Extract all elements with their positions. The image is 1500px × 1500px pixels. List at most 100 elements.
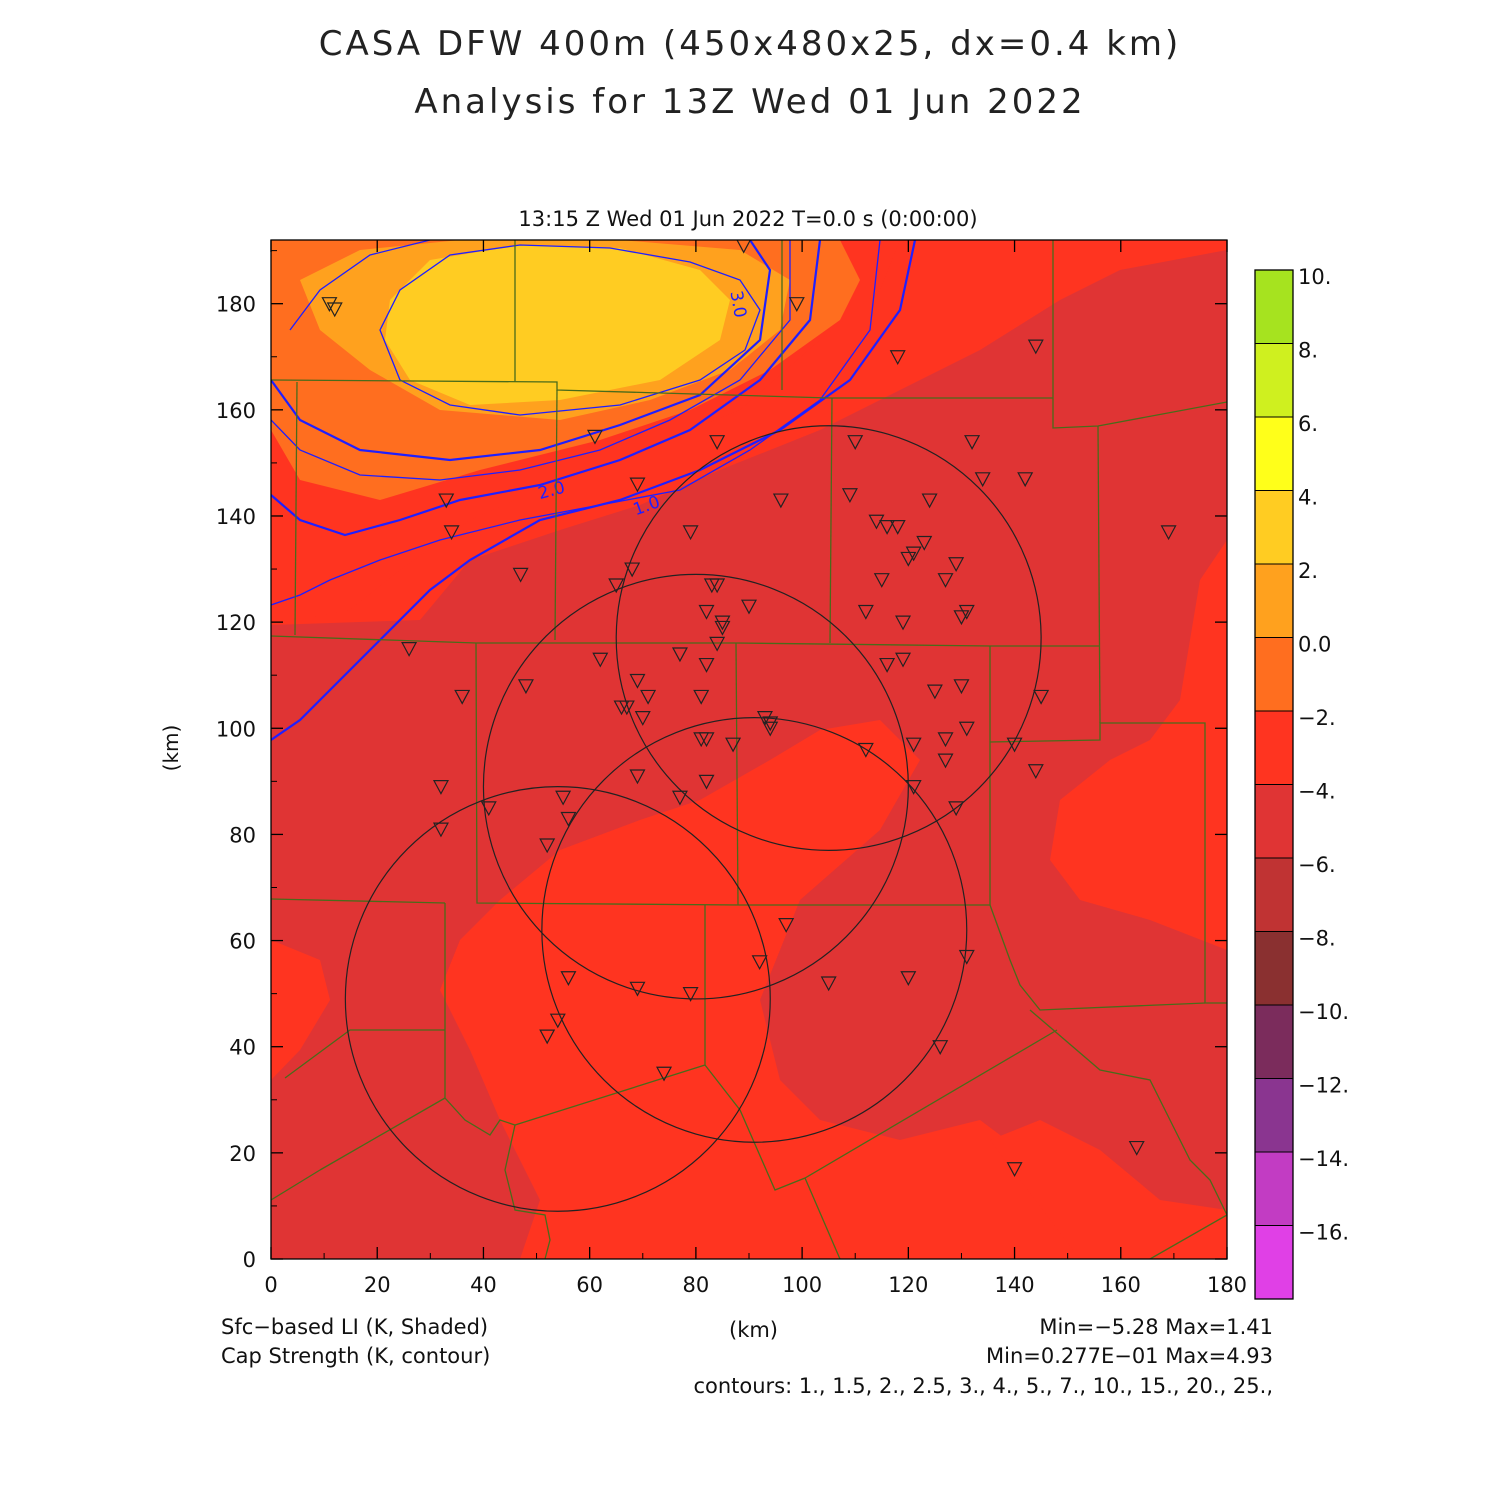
station-marker xyxy=(873,573,890,588)
station-marker xyxy=(1006,1162,1023,1178)
x-axis: 0 20 40 60 80 100 120 140 160 180 xyxy=(264,240,1247,1297)
station-marker xyxy=(326,302,343,318)
station-marker xyxy=(709,636,726,652)
y-tick-label: 0 xyxy=(243,1248,256,1272)
y-tick-label: 160 xyxy=(216,399,256,423)
station-marker xyxy=(709,435,726,450)
station-marker xyxy=(926,684,943,700)
station-marker xyxy=(736,240,751,254)
station-marker xyxy=(948,801,965,817)
y-tick-label: 40 xyxy=(229,1036,256,1060)
li-band-2-4 xyxy=(385,245,730,405)
valid-time-label: 13:15 Z Wed 01 Jun 2022 T=0.0 s (0:00:00… xyxy=(518,207,977,231)
station-marker xyxy=(905,780,922,795)
x-tick-label: 120 xyxy=(888,1273,928,1297)
station-marker xyxy=(740,599,758,615)
station-marker xyxy=(905,546,922,562)
station-marker xyxy=(857,742,874,758)
station-marker xyxy=(1027,764,1044,779)
station-marker xyxy=(454,689,471,705)
station-marker xyxy=(671,647,688,663)
footer-li-minmax: Min=−5.28 Max=1.41 xyxy=(1039,1315,1273,1339)
station-marker xyxy=(512,567,529,583)
y-tick-label: 140 xyxy=(216,505,256,529)
station-marker xyxy=(656,1066,673,1082)
station-marker xyxy=(629,769,646,785)
colorbar-label: 10. xyxy=(1298,265,1331,289)
x-tick-label: 20 xyxy=(364,1273,391,1297)
station-marker xyxy=(698,657,715,673)
radar-range-ring xyxy=(615,425,1042,851)
station-marker xyxy=(1017,472,1034,488)
colorbar-label: −6. xyxy=(1298,853,1336,877)
station-marker xyxy=(937,732,954,748)
y-tick-label: 60 xyxy=(229,930,256,954)
colorbar-segment xyxy=(1254,563,1294,638)
station-marker xyxy=(709,578,726,594)
station-marker xyxy=(900,971,917,986)
colorbar-label: 4. xyxy=(1298,486,1318,510)
station-marker xyxy=(1160,525,1177,541)
station-marker xyxy=(1128,1140,1145,1156)
colorbar-segment xyxy=(1254,1225,1294,1300)
footer-contour-field: Cap Strength (K, contour) xyxy=(221,1344,491,1368)
station-marker xyxy=(868,514,885,530)
station-marker xyxy=(932,1040,949,1055)
station-marker xyxy=(629,477,646,493)
colorbar-label: 6. xyxy=(1298,412,1318,436)
station-marker xyxy=(964,435,981,450)
colorbar-segment xyxy=(1254,490,1294,565)
footer-contour-list: contours: 1., 1.5, 2., 2.5, 3., 4., 5., … xyxy=(693,1374,1273,1398)
y-tick-label: 120 xyxy=(216,611,256,635)
station-marker xyxy=(762,721,779,737)
colorbar-label: −8. xyxy=(1298,927,1336,951)
station-marker xyxy=(841,488,858,504)
station-marker xyxy=(937,573,954,588)
colorbar-segment xyxy=(1254,343,1294,418)
radar-range-rings xyxy=(344,425,1042,1212)
station-marker xyxy=(671,790,688,806)
colorbar-label: −14. xyxy=(1298,1147,1349,1171)
radar-range-ring xyxy=(344,786,771,1212)
station-marker xyxy=(698,732,715,748)
station-marker xyxy=(900,551,917,567)
station-marker xyxy=(401,642,418,657)
station-marker xyxy=(889,519,906,535)
station-marker xyxy=(629,673,646,689)
footer-cap-minmax: Min=0.277E−01 Max=4.93 xyxy=(985,1344,1273,1368)
station-marker xyxy=(756,711,773,726)
station-marker xyxy=(714,620,731,636)
station-marker xyxy=(1027,339,1044,355)
station-marker xyxy=(948,557,965,573)
colorbar-segment xyxy=(1254,416,1294,491)
station-marker xyxy=(762,716,779,732)
colorbar-segment xyxy=(1254,931,1294,1006)
station-marker xyxy=(321,297,338,312)
radar-range-ring xyxy=(482,573,909,1000)
colorbar-label: −4. xyxy=(1298,780,1336,804)
station-marker xyxy=(778,918,795,933)
station-marker xyxy=(432,822,449,838)
station-marker xyxy=(698,604,715,620)
colorbar-segment xyxy=(1254,784,1294,859)
station-marker xyxy=(517,679,534,695)
footer-shaded-field: Sfc−based LI (K, Shaded) xyxy=(221,1315,489,1339)
x-tick-label: 40 xyxy=(470,1273,497,1297)
station-marker xyxy=(634,711,651,726)
station-marker xyxy=(725,737,742,753)
contour-labels: 3.0 2.0 1.0 xyxy=(536,289,750,520)
station-marker xyxy=(879,657,896,673)
colorbar-label: −2. xyxy=(1298,706,1336,730)
station-marker xyxy=(1033,689,1050,705)
contour-label-3: 3.0 xyxy=(725,289,749,319)
station-marker xyxy=(640,689,657,705)
station-marker xyxy=(608,578,625,594)
colorbar-segment xyxy=(1254,710,1294,785)
map-title: CASA DFW 400m (450x480x25, dx=0.4 km) xyxy=(318,24,1182,64)
station-marker xyxy=(1006,737,1023,753)
station-marker xyxy=(693,689,710,705)
station-marker xyxy=(480,801,497,817)
station-marker xyxy=(539,838,556,854)
x-tick-label: 180 xyxy=(1207,1273,1247,1297)
colorbar-segment xyxy=(1254,637,1294,712)
